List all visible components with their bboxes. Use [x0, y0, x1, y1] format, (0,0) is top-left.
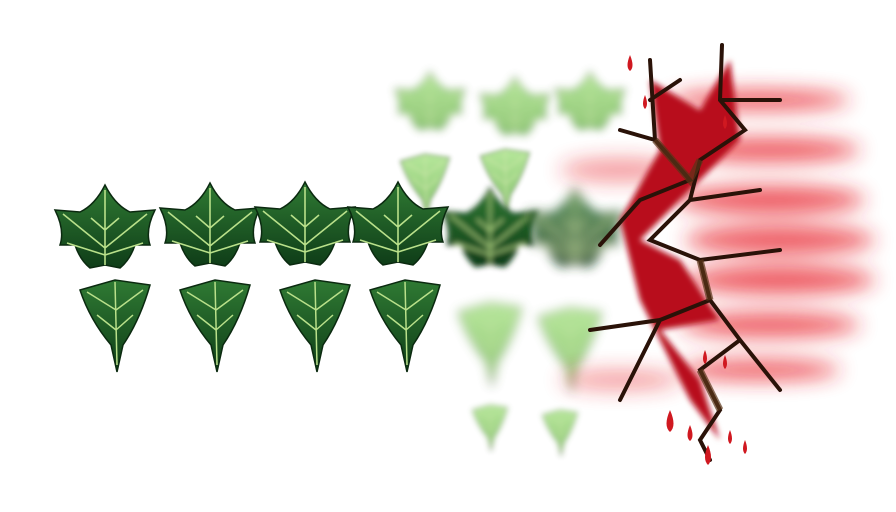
- ivy-leaf: [159, 182, 261, 267]
- ivy-leaf: [369, 279, 441, 373]
- blurred-leaf: [472, 404, 508, 452]
- ivy-leaf: [79, 279, 151, 373]
- streak: [685, 226, 875, 254]
- drop: [703, 350, 707, 364]
- crack-bark: [652, 137, 724, 412]
- blurred-leaf: [394, 70, 466, 131]
- blurred-leaf: [554, 70, 626, 131]
- drop: [723, 355, 727, 369]
- drop: [705, 445, 711, 465]
- drop: [666, 410, 674, 432]
- streak: [680, 360, 840, 380]
- blurred-leaf: [457, 302, 523, 387]
- streak: [560, 370, 680, 390]
- blurred-leaf: [441, 186, 539, 268]
- drop: [723, 115, 727, 129]
- red-streaks: [560, 90, 875, 390]
- ivy-leaves: [54, 181, 449, 373]
- ivy-leaf: [254, 181, 356, 266]
- drop: [687, 425, 693, 441]
- blood-drops: [627, 55, 747, 465]
- cracked-vine: [588, 43, 782, 462]
- drop: [643, 95, 647, 109]
- ivy-leaf: [179, 279, 251, 373]
- ivy-leaf: [54, 184, 156, 269]
- streak: [675, 186, 865, 214]
- drop: [627, 55, 633, 71]
- blurred-leaf: [542, 409, 578, 457]
- blurred-leaf: [479, 75, 551, 136]
- blurred-leaf: [526, 186, 624, 268]
- dark-blurred-leaves: [441, 186, 624, 268]
- streak: [685, 266, 875, 294]
- drop: [743, 440, 747, 454]
- drop: [728, 430, 732, 444]
- ivy-leaf: [279, 279, 351, 373]
